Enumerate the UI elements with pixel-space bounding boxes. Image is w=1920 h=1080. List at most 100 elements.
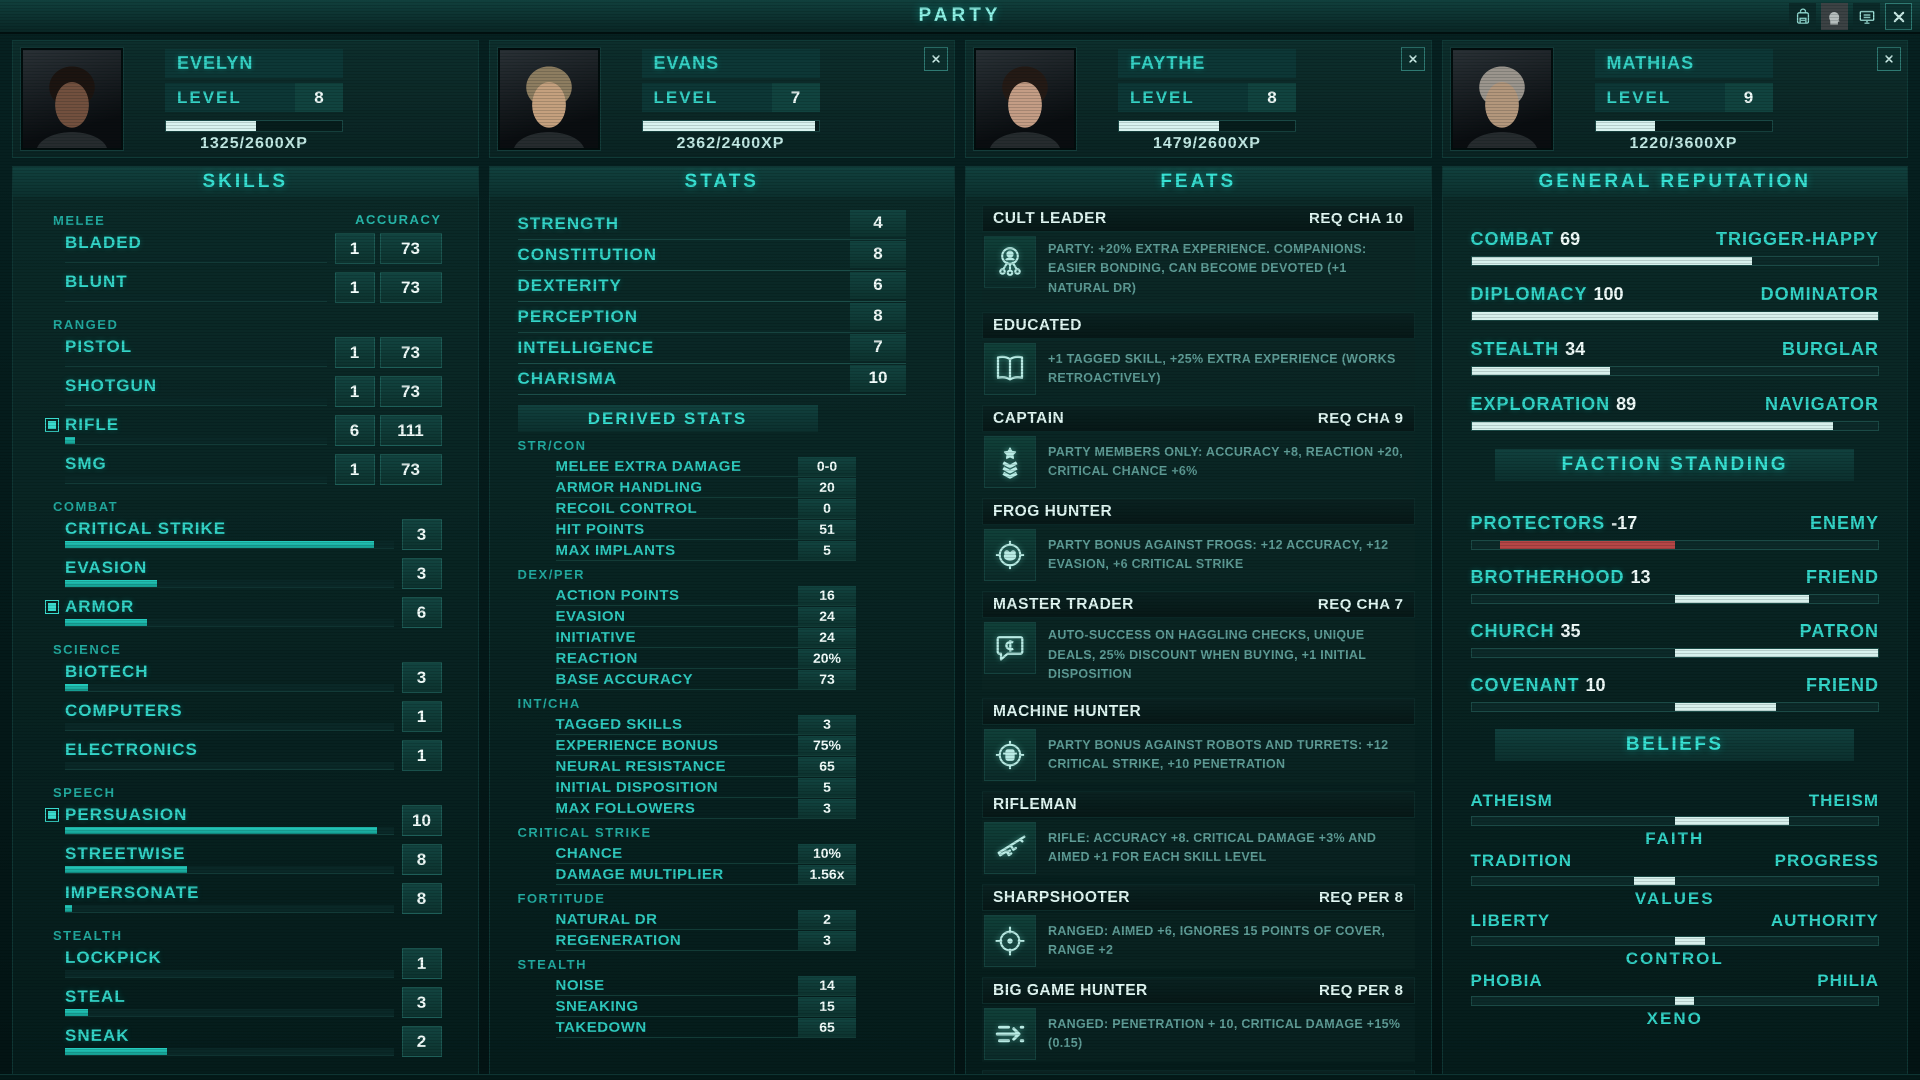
big-game-hunter-icon — [984, 1008, 1036, 1061]
tagged-skill-icon — [45, 418, 59, 432]
attribute-row: DEXTERITY 6 — [517, 271, 906, 302]
close-icon[interactable] — [1885, 3, 1912, 30]
derived-group-label: INT/CHA — [517, 696, 581, 711]
derived-stat-value: 15 — [798, 996, 856, 1016]
skill-group-label: SCIENCE — [53, 642, 122, 657]
skill-row: SHOTGUN 1 73 — [65, 376, 442, 415]
educated-icon — [984, 343, 1036, 396]
feat-description: RIFLE: ACCURACY +8. CRITICAL DAMAGE +3% … — [1048, 830, 1377, 865]
level-label: LEVEL — [641, 83, 772, 112]
derived-stat-row: HIT POINTS 51 — [555, 519, 856, 540]
skill-row: BLUNT 1 73 — [65, 272, 442, 311]
derived-stat-label: HIT POINTS — [555, 520, 645, 538]
close-icon[interactable] — [924, 47, 948, 71]
faction-bar-fill — [1499, 541, 1675, 549]
portrait[interactable] — [21, 48, 123, 150]
belief-bar-fill — [1634, 877, 1675, 885]
close-icon[interactable] — [1877, 47, 1901, 71]
faction-label: BROTHERHOOD — [1470, 567, 1625, 587]
faction-row: BROTHERHOOD 13 FRIEND — [1470, 567, 1879, 604]
reputation-label: DIPLOMACY — [1470, 284, 1588, 304]
feat-card: BIG GAME HUNTER REQ PER 8 RANGED: PENETR… — [982, 977, 1415, 1063]
skills-panel-title: SKILLS — [13, 167, 478, 197]
portrait[interactable] — [497, 48, 600, 150]
skill-label: SHOTGUN — [65, 376, 157, 395]
window-title: PARTY — [918, 5, 1002, 26]
derived-stat-value: 3 — [798, 714, 856, 734]
frog-hunter-icon — [984, 529, 1036, 582]
xp-bar — [1594, 120, 1773, 132]
belief-right-label: PROGRESS — [1774, 851, 1879, 870]
monitor-icon[interactable] — [1853, 3, 1880, 30]
reputation-bar-fill — [1471, 312, 1878, 320]
derived-stat-value: 24 — [798, 627, 856, 647]
character-column-faythe: FAYTHE LEVEL 8 1479/2600XP FEATS CULT LE… — [965, 40, 1432, 1080]
portrait[interactable] — [1450, 48, 1553, 150]
skill-row: COMPUTERS 1 — [65, 701, 442, 740]
belief-left-label: TRADITION — [1470, 851, 1573, 870]
skill-progress-bar — [65, 684, 394, 692]
skill-level-box: 1 — [401, 740, 442, 771]
belief-right-label: AUTHORITY — [1770, 911, 1879, 930]
feat-name: RIFLEMAN — [993, 795, 1078, 813]
skill-level-box: 1 — [401, 701, 442, 732]
xp-text: 1479/2600XP — [1153, 135, 1261, 152]
feat-description: PARTY BONUS AGAINST ROBOTS AND TURRETS: … — [1048, 737, 1389, 772]
derived-stat-value: 20 — [798, 477, 856, 497]
derived-stat-row: TAGGED SKILLS 3 — [555, 714, 856, 735]
derived-group-label: FORTITUDE — [517, 891, 606, 906]
feat-description: RANGED: PENETRATION + 10, CRITICAL DAMAG… — [1048, 1016, 1401, 1051]
skill-level-box: 8 — [401, 883, 442, 914]
reputation-rank: NAVIGATOR — [1764, 394, 1879, 414]
character-column-mathias: MATHIAS LEVEL 9 1220/3600XP GENERAL REPU… — [1441, 40, 1908, 1080]
reputation-bar-fill — [1471, 367, 1610, 375]
derived-stat-value: 75% — [798, 735, 856, 755]
reputation-value: 100 — [1593, 284, 1624, 304]
character-name: EVELYN — [165, 49, 343, 78]
skill-progress-bar — [65, 762, 394, 770]
skill-row: PISTOL 1 73 — [65, 337, 442, 376]
skill-progress-bar — [65, 723, 394, 731]
derived-stat-value: 14 — [798, 975, 856, 995]
skill-row: PERSUASION 10 — [45, 805, 442, 844]
belief-right-label: PHILIA — [1817, 971, 1879, 990]
faction-bar — [1470, 540, 1879, 550]
skill-label: RIFLE — [65, 415, 120, 434]
captain-icon — [984, 436, 1036, 489]
skill-level-box: 1 — [334, 376, 375, 407]
skill-level-box: 1 — [334, 454, 375, 485]
derived-stat-value: 73 — [798, 669, 856, 689]
derived-stat-value: 10% — [798, 843, 856, 863]
feat-card: EDUCATED +1 TAGGED SKILL, +25% EXTRA EXP… — [982, 312, 1415, 398]
backpack-icon[interactable] — [1789, 3, 1816, 30]
faction-row: PROTECTORS -17 ENEMY — [1470, 513, 1879, 550]
derived-stat-value: 51 — [798, 519, 856, 539]
belief-row: ATHEISM THEISM FAITH — [1470, 791, 1879, 851]
belief-left-label: LIBERTY — [1470, 911, 1551, 930]
close-icon[interactable] — [1400, 47, 1425, 71]
feat-requirement: REQ PER 8 — [1318, 982, 1404, 1000]
skill-group: SPEECH PERSUASION 10 — [43, 785, 442, 922]
reputation-value: 34 — [1565, 339, 1586, 359]
title-bar-buttons — [1789, 3, 1912, 30]
derived-stat-label: ARMOR HANDLING — [555, 478, 703, 496]
skill-accuracy-box: 73 — [379, 376, 442, 407]
character-card: MATHIAS LEVEL 9 1220/3600XP — [1441, 40, 1908, 158]
derived-stat-value: 3 — [798, 930, 856, 950]
feat-card: MASTER TRADER REQ CHA 7 AUTO-SUCCESS ON … — [982, 591, 1415, 691]
reputation-label: EXPLORATION — [1470, 394, 1611, 414]
skill-level-box: 3 — [401, 558, 442, 589]
cult-leader-icon — [984, 236, 1036, 288]
skill-progress-bar — [65, 398, 327, 406]
head-icon[interactable] — [1821, 3, 1848, 30]
skill-group-label: MELEE — [53, 213, 106, 228]
portrait[interactable] — [974, 48, 1076, 150]
skill-progress-bar — [65, 541, 394, 549]
derived-group-label: DEX/PER — [517, 567, 586, 582]
general-reputation-list: COMBAT 69 TRIGGER-HAPPY DIPLOMACY 100 — [1470, 229, 1879, 431]
reputation-bar — [1470, 366, 1879, 376]
attribute-value: 7 — [850, 333, 906, 361]
xp-bar — [1118, 120, 1296, 132]
faction-rank: FRIEND — [1806, 567, 1879, 587]
character-name: EVANS — [641, 49, 820, 78]
